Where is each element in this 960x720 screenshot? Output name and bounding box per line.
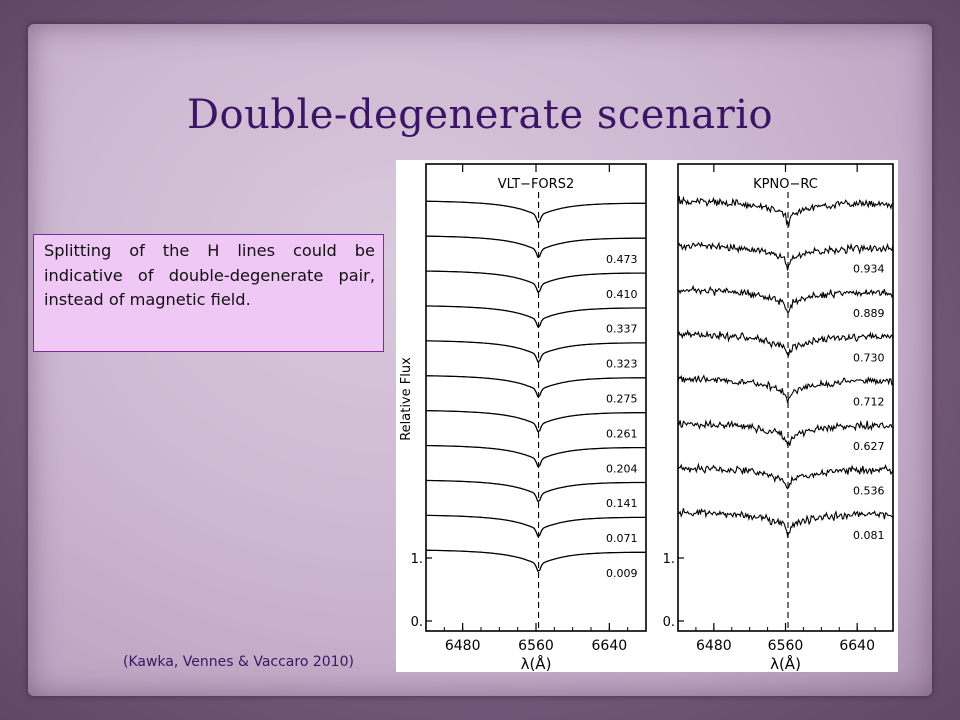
spectrum-label: 0.536 bbox=[853, 485, 885, 498]
x-tick-label: 6640 bbox=[839, 638, 875, 654]
panel-title: KPNO−RC bbox=[753, 177, 818, 192]
spectrum-line bbox=[677, 507, 894, 539]
y-tick-label: 0. bbox=[411, 615, 423, 630]
y-tick-label: 1. bbox=[411, 552, 423, 567]
spectrum-label: 0.712 bbox=[853, 396, 885, 409]
spectrum-line bbox=[677, 284, 894, 313]
y-axis-label: Relative Flux bbox=[399, 357, 414, 441]
spectrum-label: 0.141 bbox=[606, 497, 638, 510]
spectrum-line bbox=[425, 409, 646, 433]
spectrum-line bbox=[677, 195, 894, 227]
citation: (Kawka, Vennes & Vaccaro 2010) bbox=[123, 654, 354, 670]
spectrum-label: 0.009 bbox=[606, 567, 638, 580]
x-tick-label: 6640 bbox=[592, 638, 628, 654]
spectrum-label: 0.627 bbox=[853, 440, 885, 453]
spectrum-line bbox=[425, 479, 646, 503]
panel-title: VLT−FORS2 bbox=[498, 177, 574, 192]
spectrum-line bbox=[425, 340, 646, 363]
spectrum-line bbox=[677, 418, 894, 448]
spectrum-label: 0.410 bbox=[606, 288, 638, 301]
spectrum-label: 0.204 bbox=[606, 462, 638, 475]
y-tick-label: 0. bbox=[663, 615, 675, 630]
x-axis-label: λ(Å) bbox=[770, 654, 801, 672]
spectrum-label: 0.081 bbox=[853, 529, 885, 542]
spectrum-line bbox=[425, 235, 646, 258]
spectrum-line bbox=[425, 549, 646, 572]
spectrum-line bbox=[425, 375, 646, 398]
spectrum-line bbox=[425, 444, 646, 468]
spectra-chart: 6480 6560 6640 λ(Å) 0. 1. Relative Flux VLT−FOR… bbox=[399, 163, 894, 672]
spectrum-label: 0.261 bbox=[606, 427, 638, 440]
spectrum-line bbox=[425, 200, 646, 223]
x-tick-label: 6480 bbox=[445, 638, 481, 654]
spectrum-label: 0.889 bbox=[853, 307, 885, 320]
spectrum-line bbox=[425, 514, 646, 538]
spectrum-label: 0.934 bbox=[853, 262, 885, 275]
spectrum-line bbox=[677, 241, 894, 271]
spectrum-label: 0.337 bbox=[606, 323, 638, 336]
spectrum-line bbox=[677, 462, 894, 490]
spectrum-line bbox=[425, 270, 646, 293]
note-box: Splitting of the H lines could be indica… bbox=[33, 234, 384, 352]
x-axis-label: λ(Å) bbox=[521, 654, 552, 672]
spectrum-label: 0.275 bbox=[606, 393, 638, 406]
x-tick-label: 6480 bbox=[696, 638, 732, 654]
slide-title: Double-degenerate scenario bbox=[186, 92, 774, 138]
y-tick-label: 1. bbox=[663, 552, 675, 567]
spectrum-line bbox=[677, 329, 894, 357]
spectrum-line bbox=[425, 305, 646, 328]
spectrum-line bbox=[677, 374, 894, 404]
x-tick-label: 6560 bbox=[768, 638, 804, 654]
spectrum-label: 0.473 bbox=[606, 253, 638, 266]
spectra-figure: 6480 6560 6640 λ(Å) 0. 1. Relative Flux VLT−FOR… bbox=[396, 160, 898, 672]
spectrum-label: 0.730 bbox=[853, 351, 885, 364]
spectrum-label: 0.071 bbox=[606, 532, 638, 545]
spectrum-label: 0.323 bbox=[606, 358, 638, 371]
x-tick-label: 6560 bbox=[518, 638, 554, 654]
